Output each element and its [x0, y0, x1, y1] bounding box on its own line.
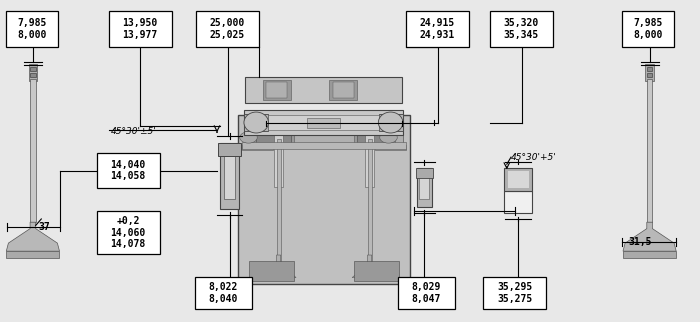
- Bar: [416, 168, 432, 207]
- FancyBboxPatch shape: [483, 277, 546, 309]
- Bar: [241, 145, 273, 150]
- FancyBboxPatch shape: [490, 11, 553, 47]
- Bar: [29, 64, 37, 80]
- FancyBboxPatch shape: [6, 11, 58, 47]
- Bar: [647, 73, 652, 77]
- Bar: [244, 110, 403, 135]
- Bar: [30, 79, 36, 222]
- Bar: [647, 67, 652, 71]
- Text: 14,040
14,058: 14,040 14,058: [111, 160, 146, 182]
- Bar: [274, 123, 283, 187]
- Bar: [368, 139, 372, 268]
- Bar: [416, 168, 433, 178]
- Bar: [329, 80, 357, 100]
- Bar: [30, 67, 36, 71]
- Bar: [647, 79, 652, 222]
- Polygon shape: [352, 255, 387, 278]
- Bar: [645, 64, 654, 80]
- Bar: [241, 142, 406, 149]
- Text: 35,295
35,275: 35,295 35,275: [497, 282, 532, 304]
- Text: 31,5: 31,5: [629, 237, 652, 247]
- Text: 13,950
13,977: 13,950 13,977: [122, 18, 158, 40]
- Bar: [244, 114, 268, 131]
- FancyBboxPatch shape: [622, 11, 674, 47]
- FancyBboxPatch shape: [195, 277, 252, 309]
- Bar: [218, 143, 241, 156]
- Bar: [256, 120, 290, 146]
- Bar: [623, 251, 676, 258]
- FancyBboxPatch shape: [196, 11, 259, 47]
- Polygon shape: [623, 222, 676, 251]
- Bar: [268, 115, 379, 130]
- Ellipse shape: [239, 132, 258, 143]
- Ellipse shape: [379, 132, 397, 143]
- Ellipse shape: [244, 112, 269, 133]
- Bar: [354, 120, 395, 144]
- Bar: [6, 251, 60, 258]
- Bar: [365, 123, 374, 187]
- FancyBboxPatch shape: [108, 11, 172, 47]
- FancyBboxPatch shape: [97, 153, 160, 188]
- Text: 25,000
25,025: 25,000 25,025: [210, 18, 245, 40]
- FancyBboxPatch shape: [406, 11, 469, 47]
- Text: 8,029
8,047: 8,029 8,047: [412, 282, 441, 304]
- Bar: [238, 115, 410, 284]
- Text: 8,022
8,040: 8,022 8,040: [209, 282, 238, 304]
- Text: 7,985
8,000: 7,985 8,000: [18, 18, 46, 40]
- Text: +0,2
14,060
14,078: +0,2 14,060 14,078: [111, 216, 146, 249]
- Text: 45°30'+5': 45°30'+5': [511, 153, 556, 162]
- Bar: [266, 82, 287, 98]
- Bar: [504, 168, 532, 191]
- FancyBboxPatch shape: [97, 211, 160, 254]
- Bar: [307, 118, 340, 128]
- Bar: [374, 145, 406, 150]
- Bar: [357, 120, 392, 146]
- Bar: [262, 80, 290, 100]
- Polygon shape: [6, 222, 60, 251]
- FancyBboxPatch shape: [398, 277, 455, 309]
- Bar: [508, 171, 528, 188]
- Bar: [30, 73, 36, 77]
- Bar: [245, 77, 402, 103]
- Text: 24,915
24,931: 24,915 24,931: [420, 18, 455, 40]
- Text: 35,320
35,345: 35,320 35,345: [504, 18, 539, 40]
- Bar: [419, 176, 429, 199]
- Polygon shape: [261, 255, 296, 278]
- Bar: [354, 261, 399, 281]
- Bar: [252, 120, 294, 144]
- Text: 45°30'±5': 45°30'±5': [111, 127, 156, 136]
- Bar: [332, 82, 354, 98]
- Text: 37: 37: [38, 222, 50, 232]
- Bar: [245, 115, 402, 147]
- Ellipse shape: [378, 112, 402, 133]
- Bar: [379, 114, 403, 131]
- Text: 7,985
8,000: 7,985 8,000: [634, 18, 662, 40]
- Bar: [248, 261, 294, 281]
- Bar: [276, 139, 281, 268]
- Bar: [220, 143, 239, 209]
- Bar: [224, 152, 235, 199]
- Bar: [504, 191, 532, 213]
